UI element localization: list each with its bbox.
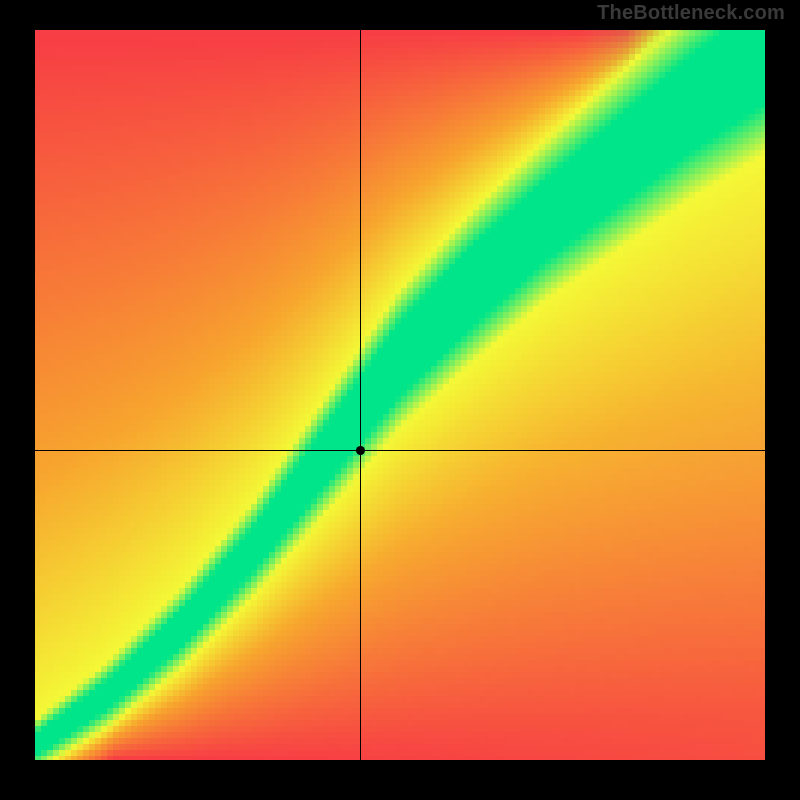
watermark-text: TheBottleneck.com	[597, 2, 785, 25]
bottleneck-heatmap	[35, 30, 765, 760]
